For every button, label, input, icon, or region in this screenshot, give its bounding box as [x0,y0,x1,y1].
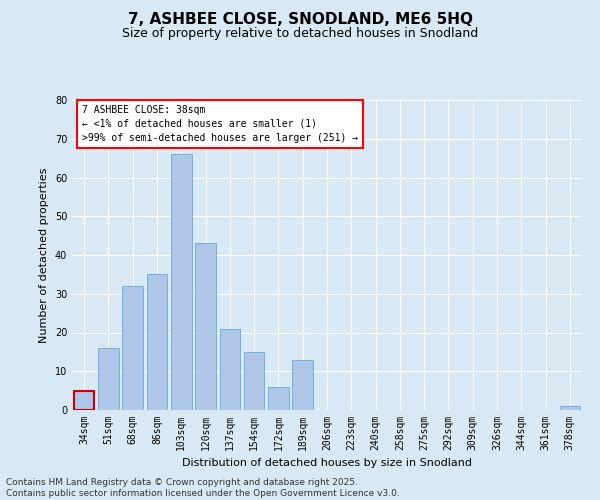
X-axis label: Distribution of detached houses by size in Snodland: Distribution of detached houses by size … [182,458,472,468]
Bar [560,406,580,410]
Text: 7 ASHBEE CLOSE: 38sqm
← <1% of detached houses are smaller (1)
>99% of semi-deta: 7 ASHBEE CLOSE: 38sqm ← <1% of detached … [82,104,358,142]
Text: Contains HM Land Registry data © Crown copyright and database right 2025.
Contai: Contains HM Land Registry data © Crown c… [6,478,400,498]
Text: 7, ASHBEE CLOSE, SNODLAND, ME6 5HQ: 7, ASHBEE CLOSE, SNODLAND, ME6 5HQ [128,12,473,28]
Bar [122,286,143,410]
Text: Size of property relative to detached houses in Snodland: Size of property relative to detached ho… [122,28,478,40]
Bar [268,387,289,410]
Bar [244,352,265,410]
Bar [220,328,240,410]
Bar [146,274,167,410]
Bar [98,348,119,410]
Y-axis label: Number of detached properties: Number of detached properties [39,168,49,342]
Bar [171,154,191,410]
Bar [292,360,313,410]
Bar [195,244,216,410]
Bar [74,390,94,410]
